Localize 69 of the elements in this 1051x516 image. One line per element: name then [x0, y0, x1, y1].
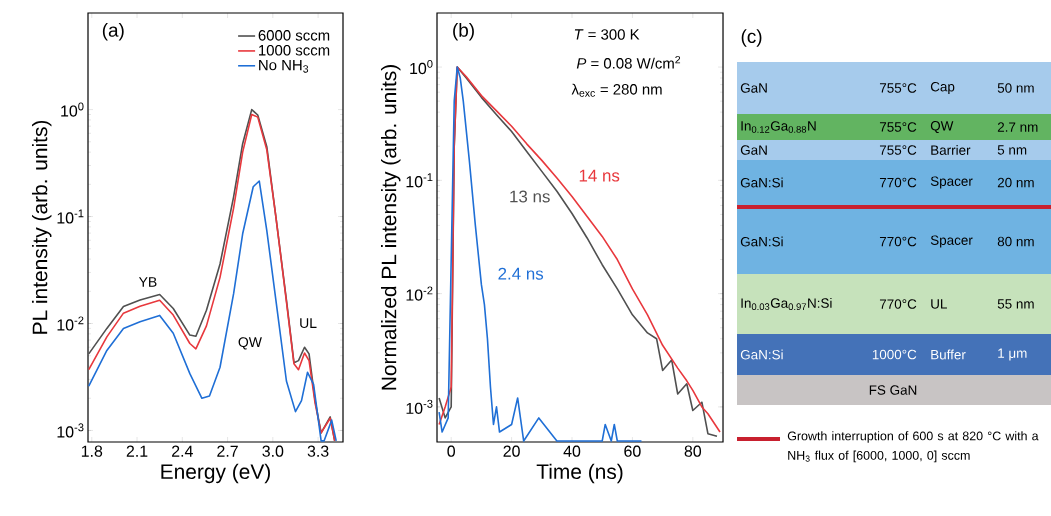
- text: GaN:Si: [740, 349, 783, 360]
- y-tick-label: 10$^{-2}$: [57, 316, 84, 331]
- x-tick-label: 1.8: [81, 445, 103, 457]
- line-series: [87, 180, 338, 442]
- text: In$_{0.03}$Ga$_{0.97}$N:Si: [741, 298, 832, 310]
- annotation: YB: [138, 277, 157, 287]
- x-tick-label: 2.7: [217, 445, 238, 457]
- legend-label: 6000 sccm: [258, 30, 330, 41]
- series-label: 2.4 ns: [498, 267, 544, 280]
- y-tick-label: 10$^{-2}$: [406, 286, 433, 301]
- series-label: 13 ns: [510, 190, 550, 203]
- text: Growth interruption of 600 s at 820 °C with a NH$_{3}$ flux of [6000, 1000, 0] sccm: [787, 431, 1039, 463]
- x-tick-label: 3.3: [307, 445, 329, 457]
- text: GaN:Si: [740, 236, 783, 247]
- x-tick-label: 80: [684, 445, 702, 457]
- text: GaN: [740, 83, 767, 93]
- text: GaN:Si: [740, 177, 783, 188]
- annotation: (b): [453, 22, 474, 41]
- text: (c): [741, 29, 762, 47]
- annotation: T = 300 K: [574, 29, 640, 40]
- x-tick-label: 2.4: [172, 445, 193, 457]
- text: 5 nm: [997, 145, 1027, 155]
- text: 755°C: [879, 83, 917, 93]
- y-tick-label: 10$^{-3}$: [57, 423, 84, 438]
- text: 80 nm: [997, 236, 1034, 247]
- y-axis-title: PL intensity (arb. units): [31, 120, 52, 334]
- y-tick-label: 10$^{0}$: [410, 59, 433, 75]
- annotation: P = 0.08 W/cm$^{2}$: [576, 56, 681, 69]
- y-tick-label: 10$^{-1}$: [57, 209, 84, 224]
- text: 55 nm: [997, 299, 1034, 309]
- text: 770°C: [879, 299, 917, 309]
- y-axis-title: Normalized PL intensity (arb. units): [381, 65, 401, 390]
- annotation: QW: [238, 337, 262, 350]
- y-tick-label: 10$^{-1}$: [406, 173, 433, 188]
- series-label: 14 ns: [579, 169, 620, 182]
- text: 1 μm: [998, 348, 1027, 361]
- x-tick-label: 0: [447, 445, 455, 457]
- text: Barrier: [931, 145, 971, 155]
- text: QW: [930, 121, 954, 133]
- text: Cap: [930, 81, 955, 95]
- text: 755°C: [879, 145, 917, 155]
- text: 50 nm: [997, 83, 1034, 93]
- legend-label: No NH$_{3}$: [259, 59, 309, 73]
- x-tick-label: 60: [624, 445, 641, 457]
- x-tick-label: 40: [563, 445, 581, 457]
- x-axis-title: Energy (eV): [161, 463, 270, 484]
- text: Spacer: [930, 176, 973, 189]
- text: GaN: [740, 145, 767, 155]
- x-tick-label: 2.1: [126, 445, 148, 457]
- x-tick-label: 20: [503, 445, 520, 457]
- text: 770°C: [879, 177, 917, 188]
- text: Buffer: [931, 349, 966, 360]
- legend-label: 1000 sccm: [259, 44, 330, 56]
- text: 755°C: [879, 122, 917, 132]
- annotation: UL: [300, 318, 317, 329]
- text: 1000°C: [872, 349, 917, 360]
- text: 770°C: [879, 236, 917, 247]
- y-tick-label: 10$^{0}$: [61, 102, 84, 117]
- text: FS GaN: [869, 385, 917, 395]
- annotation: λ$_{exc}$ = 280 nm: [571, 83, 662, 97]
- text: In$_{0.12}$Ga$_{0.88}$N: [741, 121, 816, 133]
- x-tick-label: 3.0: [262, 445, 284, 457]
- x-axis-title: Time (ns): [536, 463, 623, 484]
- y-tick-label: 10$^{-3}$: [406, 399, 433, 415]
- text: UL: [931, 299, 947, 309]
- text: Spacer: [930, 235, 973, 248]
- annotation: (a): [102, 22, 124, 41]
- text: 2.7 nm: [997, 122, 1038, 132]
- text: 20 nm: [997, 177, 1034, 188]
